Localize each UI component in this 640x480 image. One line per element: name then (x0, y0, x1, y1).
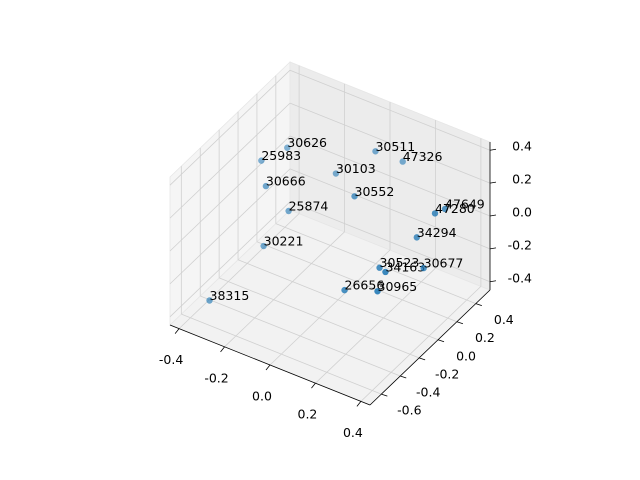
axes: -0.4 -0.2 0.0 0.2 0.4 -0.6 -0.4 -0.2 0.0 0.2 0.4 -0… (159, 139, 532, 440)
point (262, 182, 270, 190)
x-tick-label: 0.0 (252, 389, 272, 404)
point-label: 47326 (403, 149, 443, 164)
z-tick-label: 0.4 (512, 139, 532, 154)
point-label: 30677 (424, 256, 464, 271)
point (382, 268, 389, 276)
x-tick (220, 346, 225, 353)
point (441, 205, 449, 213)
grid-line (269, 249, 391, 366)
x-tick-label: 0.4 (343, 425, 363, 440)
grid-line (169, 69, 291, 186)
point-label: 30552 (355, 184, 395, 199)
y-tick-label: -0.6 (397, 403, 421, 418)
y-tick (456, 321, 464, 325)
x-tick (174, 328, 180, 334)
grid-line (275, 223, 476, 304)
point-label: 34163 (385, 259, 425, 274)
x-tick (265, 364, 271, 371)
y-tick-label: 0.2 (475, 330, 495, 345)
grid-line (256, 241, 458, 323)
x-tick-label: 0.2 (298, 407, 318, 422)
grid-line (169, 168, 291, 285)
point-label: 34294 (417, 225, 457, 240)
y-tick (437, 339, 445, 343)
grid-line (315, 267, 436, 384)
point (399, 158, 406, 165)
z-tick (489, 148, 497, 151)
grid-line (289, 102, 491, 184)
point-label: 38315 (210, 288, 250, 303)
y-tick-label: 0.0 (456, 348, 476, 363)
point-label: 47649 (445, 196, 485, 211)
point-label: 25874 (289, 199, 329, 214)
point (372, 148, 379, 155)
grid-line (169, 102, 291, 219)
point-label: 30103 (336, 161, 376, 176)
point (332, 170, 340, 177)
point (420, 264, 427, 272)
grid-line (289, 135, 491, 217)
point-label: 47280 (435, 201, 475, 216)
x-tick (311, 382, 316, 389)
grid-line (289, 168, 491, 250)
point (413, 234, 421, 241)
grid-line (169, 201, 291, 318)
point-label: 30523 (380, 255, 420, 270)
point (374, 288, 381, 295)
grid-line (360, 286, 482, 402)
point-label: 30511 (375, 139, 415, 154)
z-tick-label: -0.4 (508, 270, 532, 285)
z-tick (489, 214, 497, 217)
point (351, 193, 358, 200)
point (260, 242, 267, 250)
z-tick-label: -0.2 (508, 237, 532, 252)
point-label: 25983 (261, 148, 301, 163)
grid-line (289, 201, 491, 283)
point (284, 144, 291, 151)
point-label: 30965 (378, 279, 418, 294)
z-tick (489, 181, 497, 184)
y-tick (381, 393, 388, 397)
point (206, 297, 213, 304)
grid-line (289, 69, 491, 151)
y-tick-label: -0.4 (416, 385, 440, 400)
z-tick-label: 0.2 (512, 172, 532, 187)
point (376, 264, 383, 271)
grid-line (218, 277, 420, 359)
point-label: 26656 (345, 278, 385, 293)
point-label: 30626 (287, 135, 327, 150)
grid-line (181, 313, 382, 395)
grid-line (200, 295, 401, 377)
z-tick-label: 0.0 (512, 205, 532, 220)
y-tick (475, 303, 482, 306)
y-tick-label: 0.4 (494, 312, 514, 327)
point (341, 286, 348, 294)
x-axis-line (169, 324, 371, 406)
point (285, 207, 292, 215)
point-label: 30221 (264, 234, 304, 249)
x-tick-label: -0.4 (159, 352, 183, 367)
x-tick-label: -0.2 (204, 370, 228, 385)
y-tick (400, 375, 407, 379)
grid-line (169, 135, 291, 252)
grid (169, 65, 491, 402)
y-axis-line (369, 289, 491, 406)
z-tick (489, 247, 497, 250)
grid-line (224, 231, 345, 348)
point (258, 157, 265, 164)
z-tick (489, 280, 497, 283)
grid-line (178, 213, 300, 329)
grid-line (237, 259, 439, 341)
x-tick (356, 401, 362, 407)
y-tick-label: -0.2 (435, 366, 459, 381)
point (431, 210, 439, 217)
point-label: 30666 (266, 174, 306, 189)
y-tick (419, 357, 426, 361)
